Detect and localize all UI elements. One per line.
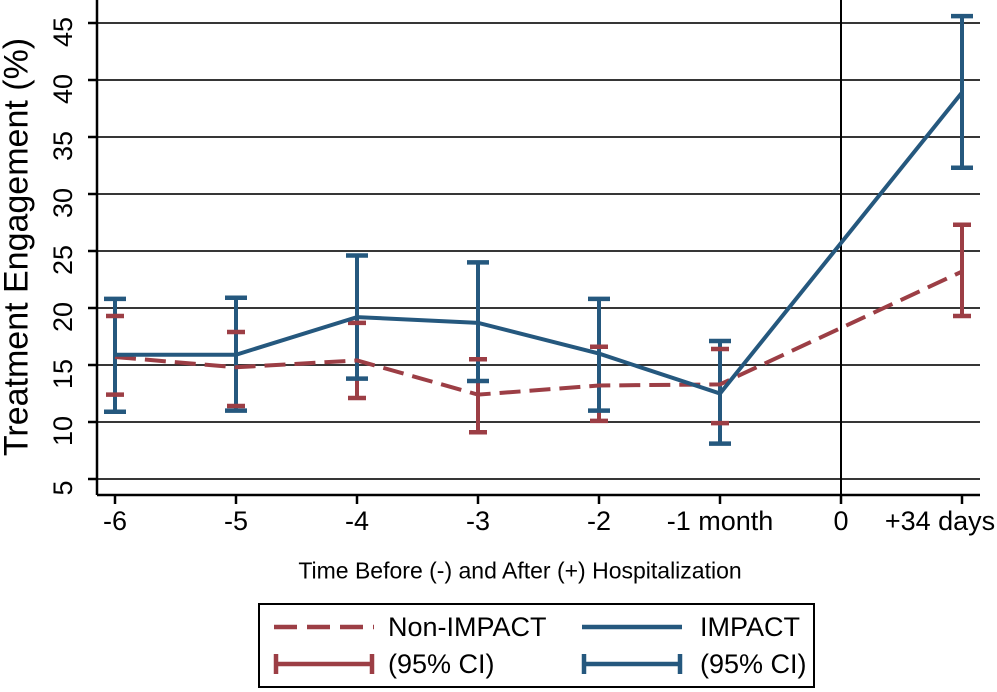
x-tick-label: -1 month — [667, 506, 774, 536]
y-axis-title: Treatment Engagement (%) — [0, 37, 36, 457]
y-tick-label: 5 — [48, 480, 78, 495]
y-tick-label: 30 — [48, 188, 78, 218]
y-tick-label: 40 — [48, 74, 78, 104]
x-axis-title: Time Before (-) and After (+) Hospitaliz… — [298, 557, 742, 584]
impact-ci-sample — [580, 646, 684, 682]
impact-solid-line-sample — [580, 609, 684, 645]
non-impact-dashed-line-sample — [272, 609, 376, 645]
non-impact-ci-sample — [272, 646, 376, 682]
y-tick-label: 10 — [48, 416, 78, 446]
x-tick-label: 0 — [833, 506, 848, 536]
x-tick-label: -4 — [345, 506, 369, 536]
y-tick-label: 25 — [48, 245, 78, 275]
legend-label-non-impact: Non-IMPACT — [388, 611, 547, 642]
legend-label-non-impact-ci: (95% CI) — [388, 648, 495, 679]
y-tick-label: 15 — [48, 359, 78, 389]
x-tick-label: -6 — [103, 506, 127, 536]
impact-line — [115, 91, 964, 396]
y-tick-label: 20 — [48, 302, 78, 332]
legend-label-impact-ci: (95% CI) — [700, 648, 807, 679]
x-tick-label: -3 — [466, 506, 490, 536]
y-tick-label: 45 — [48, 17, 78, 47]
non-impact-line — [114, 269, 963, 397]
legend: Non-IMPACT IMPACT (95% CI) (9 — [258, 603, 815, 688]
y-tick-label: 35 — [48, 131, 78, 161]
x-tick-label: +34 days — [885, 506, 995, 536]
x-tick-label: -5 — [224, 506, 248, 536]
legend-label-impact: IMPACT — [700, 611, 800, 642]
x-tick-label: -2 — [587, 506, 611, 536]
